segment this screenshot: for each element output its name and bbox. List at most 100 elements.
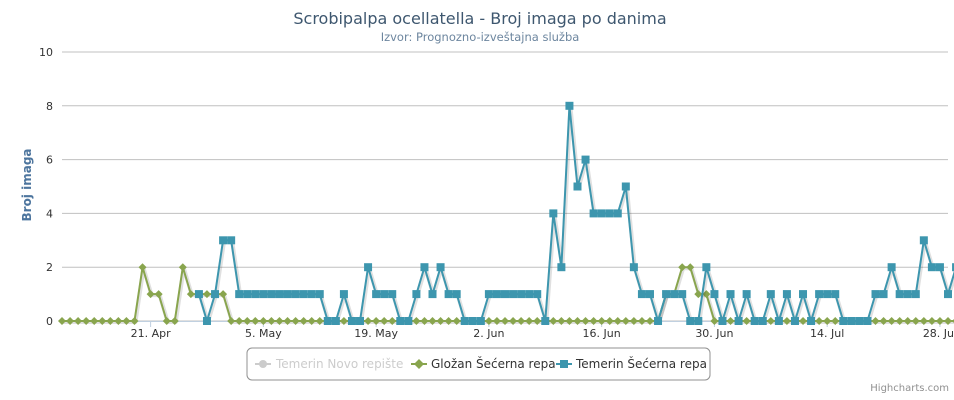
data-point[interactable] — [307, 317, 316, 325]
data-point[interactable] — [194, 290, 203, 299]
data-point[interactable] — [637, 317, 646, 325]
data-point[interactable] — [372, 317, 381, 325]
data-point[interactable] — [597, 317, 606, 325]
data-point[interactable] — [694, 317, 703, 325]
data-point[interactable] — [219, 236, 228, 245]
data-point[interactable] — [597, 209, 606, 218]
data-point[interactable] — [275, 317, 284, 325]
data-point[interactable] — [670, 290, 679, 299]
data-point[interactable] — [211, 290, 220, 299]
data-point[interactable] — [911, 290, 920, 299]
data-point[interactable] — [815, 317, 824, 325]
data-point[interactable] — [573, 182, 582, 191]
data-point[interactable] — [146, 290, 155, 299]
data-point[interactable] — [525, 290, 534, 299]
data-point[interactable] — [621, 317, 630, 325]
data-point[interactable] — [710, 290, 719, 299]
data-point[interactable] — [380, 290, 389, 299]
data-point[interactable] — [678, 263, 687, 272]
data-point[interactable] — [887, 263, 896, 272]
data-point[interactable] — [404, 317, 413, 325]
data-point[interactable] — [919, 236, 928, 245]
data-point[interactable] — [138, 263, 147, 272]
data-point[interactable] — [444, 317, 453, 325]
data-point[interactable] — [299, 290, 308, 299]
data-point[interactable] — [484, 290, 493, 299]
data-point[interactable] — [605, 209, 614, 218]
data-point[interactable] — [903, 317, 912, 325]
legend-item-glozan-secerna-repa[interactable]: Gložan Šećerna repa — [411, 356, 556, 371]
data-point[interactable] — [686, 263, 695, 272]
data-point[interactable] — [412, 317, 421, 325]
data-point[interactable] — [581, 317, 590, 325]
data-point[interactable] — [637, 290, 646, 299]
data-point[interactable] — [243, 317, 252, 325]
data-point[interactable] — [291, 290, 300, 299]
data-point[interactable] — [259, 290, 268, 299]
data-point[interactable] — [541, 317, 550, 325]
data-point[interactable] — [662, 290, 671, 299]
data-point[interactable] — [283, 317, 292, 325]
data-point[interactable] — [863, 317, 872, 325]
data-point[interactable] — [315, 290, 324, 299]
data-point[interactable] — [847, 317, 856, 325]
data-point[interactable] — [831, 290, 840, 299]
data-point[interactable] — [654, 317, 663, 325]
data-point[interactable] — [388, 290, 397, 299]
data-point[interactable] — [219, 290, 228, 299]
data-point[interactable] — [130, 317, 139, 325]
data-point[interactable] — [702, 290, 711, 299]
data-point[interactable] — [517, 317, 526, 325]
data-point[interactable] — [501, 290, 509, 299]
data-point[interactable] — [782, 317, 791, 325]
data-point[interactable] — [243, 290, 252, 299]
data-point[interactable] — [347, 317, 356, 325]
data-point[interactable] — [436, 263, 445, 272]
data-point[interactable] — [98, 317, 107, 325]
data-point[interactable] — [549, 209, 558, 218]
data-point[interactable] — [815, 290, 824, 299]
data-point[interactable] — [742, 290, 751, 299]
data-point[interactable] — [613, 209, 622, 218]
data-point[interactable] — [903, 290, 912, 299]
data-point[interactable] — [58, 317, 66, 325]
data-point[interactable] — [726, 317, 735, 325]
data-point[interactable] — [557, 317, 566, 325]
data-point[interactable] — [581, 155, 590, 164]
data-point[interactable] — [364, 317, 373, 325]
data-point[interactable] — [589, 209, 598, 218]
data-point[interactable] — [492, 290, 501, 299]
data-point[interactable] — [380, 317, 389, 325]
data-point[interactable] — [364, 263, 373, 272]
data-point[interactable] — [275, 290, 284, 299]
data-point[interactable] — [565, 317, 574, 325]
data-point[interactable] — [66, 317, 75, 325]
data-point[interactable] — [839, 317, 848, 325]
data-point[interactable] — [452, 317, 461, 325]
data-point[interactable] — [251, 317, 260, 325]
data-point[interactable] — [871, 290, 880, 299]
data-point[interactable] — [766, 317, 775, 325]
data-point[interactable] — [944, 317, 952, 325]
data-point[interactable] — [871, 317, 880, 325]
data-point[interactable] — [283, 290, 292, 299]
data-point[interactable] — [533, 317, 542, 325]
data-point[interactable] — [501, 317, 509, 325]
data-point[interactable] — [106, 317, 115, 325]
data-point[interactable] — [533, 290, 542, 299]
data-point[interactable] — [952, 263, 954, 272]
data-point[interactable] — [629, 263, 638, 272]
data-point[interactable] — [372, 290, 381, 299]
data-point[interactable] — [162, 317, 171, 325]
data-point[interactable] — [388, 317, 397, 325]
data-point[interactable] — [227, 317, 236, 325]
data-point[interactable] — [178, 263, 187, 272]
data-point[interactable] — [235, 317, 244, 325]
data-point[interactable] — [758, 317, 767, 325]
data-point[interactable] — [122, 317, 131, 325]
data-point[interactable] — [267, 290, 276, 299]
data-point[interactable] — [484, 317, 493, 325]
data-point[interactable] — [291, 317, 300, 325]
data-point[interactable] — [202, 290, 211, 299]
data-point[interactable] — [74, 317, 83, 325]
